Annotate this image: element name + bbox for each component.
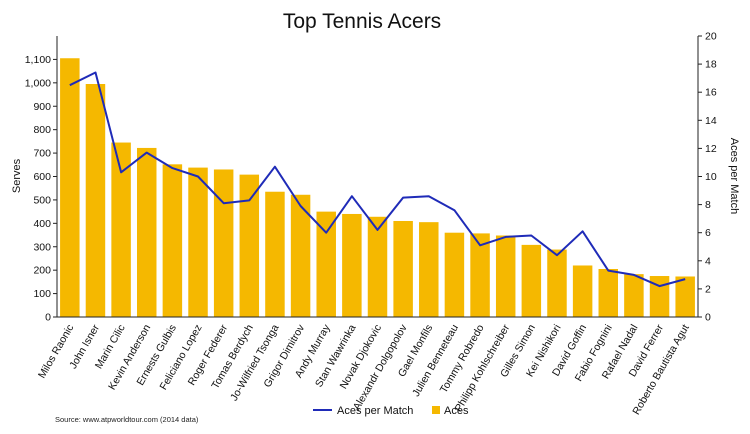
bar-philipp-kohlschreiber: [495, 235, 516, 317]
y2-tick-label: 10: [705, 171, 717, 183]
bar-john-isner: [85, 84, 106, 317]
y-tick-label: 1,100: [25, 54, 51, 66]
y2-tick-label: 4: [705, 255, 711, 267]
bar-feliciano-lopez: [188, 167, 208, 317]
y2-tick-label: 0: [705, 312, 711, 324]
source-note: Source: www.atpworldtour.com (2014 data): [55, 415, 199, 424]
legend-label-aces: Aces: [444, 405, 469, 417]
y2-tick-label: 2: [705, 283, 711, 295]
bar-andy-murray: [316, 211, 336, 317]
y2-tick-label: 14: [705, 115, 717, 127]
bar-milos-raonic: [60, 58, 80, 317]
y-tick-label: 800: [33, 124, 51, 136]
bar-fabio-fognini: [598, 268, 619, 317]
bar-tommy-robredo: [470, 233, 490, 317]
y-tick-label: 1,000: [25, 77, 51, 89]
bar-david-ferrer: [649, 276, 670, 317]
y-tick-label: 300: [33, 241, 51, 253]
bar-tomas-berdych: [239, 174, 260, 317]
line-series-group: [69, 71, 686, 288]
bar-group: [60, 58, 695, 317]
y-tick-label: 500: [33, 194, 51, 206]
y-axis-title: Serves: [11, 158, 23, 193]
bar-ernests-gulbis: [162, 164, 183, 317]
bar-kei-nishikori: [547, 249, 567, 317]
bar-gael-monfils: [419, 222, 439, 317]
bar-grigor-dimitrov: [290, 194, 311, 317]
x-tick-label: Milos Raonic: [36, 322, 76, 380]
y2-tick-label: 8: [705, 199, 711, 211]
bar-kevin-anderson: [136, 147, 157, 317]
legend-label-aces-per-match: Aces per Match: [337, 405, 413, 417]
bar-stan-wawrinka: [342, 213, 362, 317]
line-aces-per-match: [69, 71, 686, 288]
bar-alexandr-dolgopolov: [393, 220, 413, 317]
y-tick-label: 700: [33, 148, 51, 160]
bar-marin-cilic: [111, 142, 131, 317]
bar-jo-wilfried-tsonga: [265, 191, 285, 317]
y2-tick-label: 20: [705, 31, 717, 43]
bar-david-goffin: [572, 265, 593, 317]
legend-bar-swatch: [432, 406, 440, 414]
y-tick-label: 600: [33, 171, 51, 183]
bar-gilles-simon: [521, 244, 542, 317]
bar-rafael-nadal: [624, 274, 644, 317]
bar-roberto-bautista-agut: [675, 276, 695, 317]
bar-novak-djokovic: [367, 216, 388, 317]
y2-axis-title: Aces per Match: [728, 138, 740, 214]
y-tick-label: 900: [33, 101, 51, 113]
y-tick-label: 400: [33, 218, 51, 230]
y-tick-label: 0: [45, 312, 51, 324]
y2-tick-label: 12: [705, 143, 717, 155]
bar-roger-federer: [213, 169, 234, 317]
y2-tick-label: 16: [705, 87, 717, 99]
y2-tick-label: 18: [705, 59, 717, 71]
bar-julien-benneteau: [444, 232, 465, 317]
y2-tick-label: 6: [705, 227, 711, 239]
y-tick-label: 200: [33, 265, 51, 277]
chart-title: Top Tennis Acers: [283, 10, 441, 33]
legend: Aces per Match Aces: [313, 405, 469, 417]
y-tick-label: 100: [33, 288, 51, 300]
